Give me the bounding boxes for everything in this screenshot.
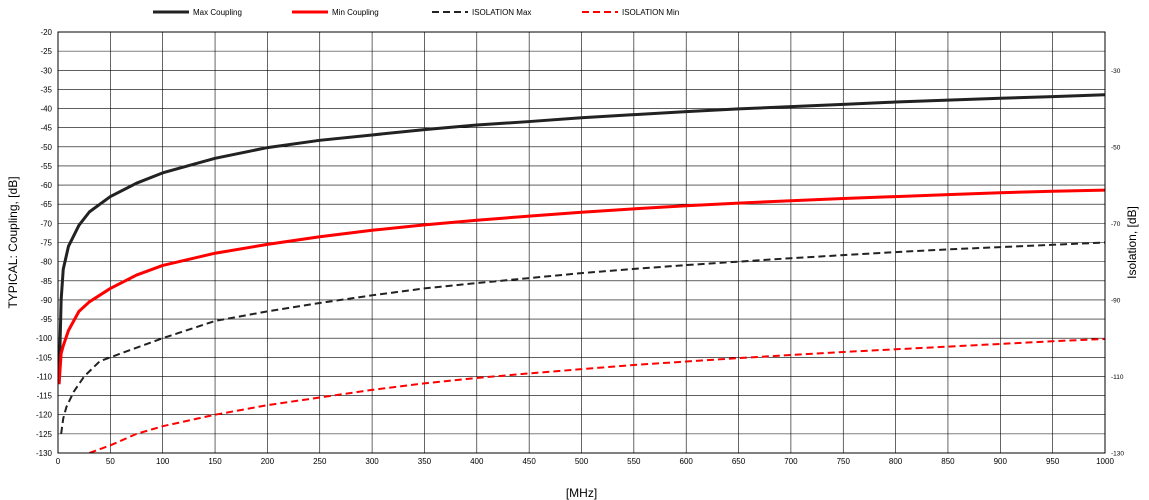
series-line-min-coupling [58,188,1105,385]
y-tick-label: -30 [40,66,52,75]
legend: Max Coupling Min Coupling ISOLATION Max ISO… [153,8,679,17]
plot-frame [57,31,1106,454]
y-tick-label: -95 [40,315,52,324]
x-tick-label: 500 [575,457,589,466]
y2-tick-label: -50 [1111,144,1121,151]
y2-axis-ticks: -30 -50 -70 -90 -110 -130 [1111,68,1124,458]
y-tick-label: -90 [40,296,52,305]
y-tick-label: -20 [40,28,52,37]
y-tick-label: -40 [40,105,52,114]
y-tick-label: -55 [40,162,52,171]
y-axis-ticks: -20 -25 -30 -35 -40 -45 -50 -55 -60 -65 -70 -75 -80 -… [36,28,53,458]
y-tick-label: -35 [40,85,52,94]
y-tick-label: -25 [40,47,52,56]
x-tick-label: 350 [418,457,432,466]
y-tick-label: -105 [36,353,53,362]
y-tick-label: -85 [40,277,52,286]
series-lines [58,93,1105,453]
x-tick-label: 100 [156,457,170,466]
series-line-isolation-max [60,241,1105,434]
y-tick-label: -80 [40,258,52,267]
y2-tick-label: -110 [1111,374,1124,381]
legend-label-max-coupling: Max Coupling [193,8,242,17]
y-tick-label: -50 [40,143,52,152]
y-tick-label: -45 [40,124,52,133]
y-tick-label: -130 [36,449,53,458]
x-tick-label: 550 [627,457,641,466]
x-tick-label: 50 [106,457,115,466]
x-tick-label: 400 [470,457,484,466]
y-tick-label: -65 [40,200,52,209]
legend-label-isolation-max: ISOLATION Max [472,8,531,17]
legend-label-isolation-min: ISOLATION Min [622,8,679,17]
y2-tick-label: -90 [1111,297,1121,304]
y2-tick-label: -130 [1111,451,1124,458]
x-tick-label: 900 [994,457,1008,466]
y2-axis-label: Isolation, [dB] [1125,206,1139,279]
y-tick-label: -100 [36,334,53,343]
x-axis-label: [MHz] [566,486,597,500]
y2-tick-label: -30 [1111,68,1121,75]
x-tick-label: 150 [208,457,222,466]
legend-label-min-coupling: Min Coupling [332,8,379,17]
x-tick-label: 950 [1046,457,1060,466]
x-tick-label: 850 [941,457,955,466]
x-axis-ticks: 0 50 100 150 200 250 300 350 400 450 500 550 600 650 7… [56,457,1115,466]
x-tick-label: 250 [313,457,327,466]
y2-tick-label: -70 [1111,221,1121,228]
series-line-isolation-min [89,337,1105,453]
y-axis-label: TYPICAL: Coupling, [dB] [6,176,20,308]
x-tick-label: 0 [56,457,61,466]
y-tick-label: -70 [40,219,52,228]
x-tick-label: 800 [889,457,903,466]
y-tick-label: -125 [36,430,53,439]
y-tick-label: -60 [40,181,52,190]
series-line-max-coupling [58,93,1105,385]
y-tick-label: -75 [40,239,52,248]
y-tick-label: -120 [36,411,53,420]
x-tick-label: 650 [732,457,746,466]
x-tick-label: 700 [784,457,798,466]
y-tick-label: -110 [37,372,53,381]
x-tick-label: 750 [837,457,851,466]
grid [57,31,1106,454]
x-tick-label: 300 [365,457,379,466]
x-tick-label: 600 [680,457,694,466]
x-tick-label: 1000 [1096,457,1114,466]
x-tick-label: 450 [522,457,536,466]
x-tick-label: 200 [261,457,275,466]
y-tick-label: -115 [37,392,53,401]
